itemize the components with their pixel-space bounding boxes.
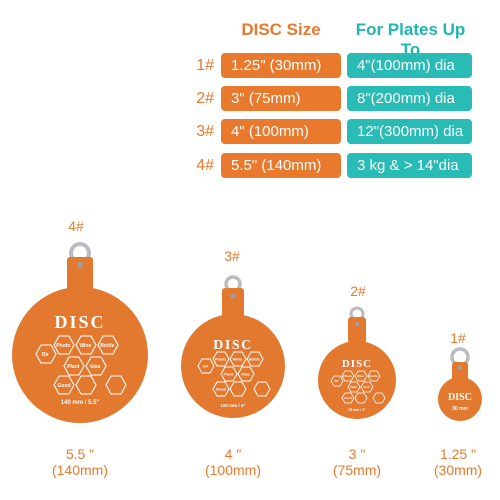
rivet-icon bbox=[230, 293, 236, 299]
plate-size-cell: 3 kg & > 14"dia bbox=[347, 153, 472, 178]
hex-word: Bottle bbox=[100, 343, 114, 349]
plate-size-cell: 12"(300mm) dia bbox=[347, 119, 472, 144]
disc-brand-text: DISC bbox=[213, 338, 252, 353]
disc-number-label: 1# bbox=[450, 330, 466, 346]
hex-word: Photo bbox=[343, 374, 352, 378]
hex-word: Idea bbox=[90, 364, 100, 370]
svg-text:Dir Photo Wine Bot: Dir Photo Wine Bottle Plant Idea Good bbox=[203, 357, 262, 392]
size-mm: (140mm) bbox=[51, 462, 108, 478]
hex-word: Plant bbox=[350, 385, 357, 389]
disc-tab bbox=[348, 317, 366, 343]
row-number: 4# bbox=[196, 157, 214, 174]
hex-word: Wine bbox=[233, 357, 243, 362]
hex-word: Dir bbox=[203, 364, 209, 369]
size-mm: (100mm) bbox=[204, 462, 261, 478]
header-disc-size: DISC Size bbox=[241, 20, 321, 39]
disc-tab bbox=[452, 362, 468, 382]
row-number: 3# bbox=[196, 123, 214, 140]
disc-size-label: 3 " (75mm) bbox=[312, 446, 402, 478]
hexagon-pattern-icon bbox=[330, 370, 386, 404]
disc-engraving: 75 mm / 3" bbox=[348, 408, 366, 412]
disc-size-cell: 3" (75mm) bbox=[221, 86, 341, 111]
disc-size-cell: 4" (100mm) bbox=[221, 119, 341, 144]
disc-engraving: 100 mm / 4" bbox=[220, 403, 245, 408]
hex-word: Dir bbox=[334, 379, 339, 383]
plate-size-cell: 4"(100mm) dia bbox=[347, 53, 472, 78]
rivet-icon bbox=[77, 262, 83, 268]
hex-word: Dir bbox=[42, 352, 49, 358]
size-inches: 3 " bbox=[348, 446, 366, 462]
disc-number-label: 2# bbox=[350, 283, 366, 299]
disc-brand-text: DISC bbox=[54, 312, 105, 332]
row-number: 2# bbox=[196, 90, 214, 107]
disc-size-cell: 5.5" (140mm) bbox=[221, 153, 341, 178]
hex-word: Good bbox=[216, 387, 227, 392]
disc-brand-text: DISC bbox=[448, 392, 472, 403]
disc-size-label: 4 " (100mm) bbox=[188, 446, 278, 478]
disc-size-cell: 1.25" (30mm) bbox=[221, 53, 341, 78]
disc-body bbox=[181, 314, 285, 418]
disc-tab bbox=[67, 257, 93, 293]
hex-word: Bottle bbox=[369, 374, 378, 378]
disc-140mm: DISC Dir Photo Wine Bottle Plant Idea Go… bbox=[12, 242, 148, 423]
disc-size-label: 5.5 " (140mm) bbox=[35, 446, 125, 478]
disc-number-label: 3# bbox=[224, 248, 240, 264]
hex-word: Good bbox=[344, 396, 352, 400]
hex-word: Plant bbox=[67, 364, 80, 370]
disc-100mm: DISC Dir Photo Wine Bottle Plant Idea Go… bbox=[181, 275, 285, 418]
rivet-icon bbox=[354, 321, 360, 327]
size-mm: (75mm) bbox=[332, 462, 382, 478]
disc-30mm: DISC 30 mm bbox=[438, 347, 482, 421]
hex-word: Wine bbox=[79, 343, 91, 349]
size-inches: 5.5 " bbox=[65, 446, 95, 462]
hexagon-pattern-icon bbox=[35, 335, 127, 395]
hex-word: Good bbox=[57, 383, 70, 389]
hex-word: Plant bbox=[224, 372, 234, 377]
disc-body bbox=[438, 377, 482, 421]
disc-engraving: 140 mm / 5.5" bbox=[61, 400, 100, 406]
size-inches: 1.25 " bbox=[439, 446, 477, 462]
disc-brand-text: DISC bbox=[342, 358, 372, 370]
disc-engraving: 30 mm bbox=[452, 406, 468, 412]
hex-word: Idea bbox=[364, 385, 370, 389]
plate-size-cell: 8"(200mm) dia bbox=[347, 86, 472, 111]
row-number: 1# bbox=[196, 57, 214, 74]
svg-text:Dir Photo Wine Bot: Dir Photo Wine Bottle Plant Idea Good bbox=[334, 374, 378, 400]
disc-size-label: 1.25 " (30mm) bbox=[420, 446, 496, 478]
rivet-icon bbox=[457, 365, 463, 371]
size-inches: 4 " bbox=[224, 446, 242, 462]
hexagon-pattern-icon bbox=[197, 351, 271, 397]
hex-word: Bottle bbox=[249, 357, 261, 362]
hex-word: Photo bbox=[56, 343, 70, 349]
disc-body bbox=[12, 287, 148, 423]
disc-number-label: 4# bbox=[68, 218, 84, 234]
hex-word: Wine bbox=[357, 374, 364, 378]
svg-text:Dir Photo Wine Bot: Dir Photo Wine Bottle Plant Idea Good bbox=[42, 343, 116, 389]
hex-word: Idea bbox=[241, 372, 250, 377]
size-mm: (30mm) bbox=[433, 462, 483, 478]
hex-word: Photo bbox=[215, 357, 227, 362]
disc-tab bbox=[222, 288, 244, 318]
disc-75mm: DISC Dir Photo Wine Bottle Plant Idea Go… bbox=[318, 306, 396, 419]
